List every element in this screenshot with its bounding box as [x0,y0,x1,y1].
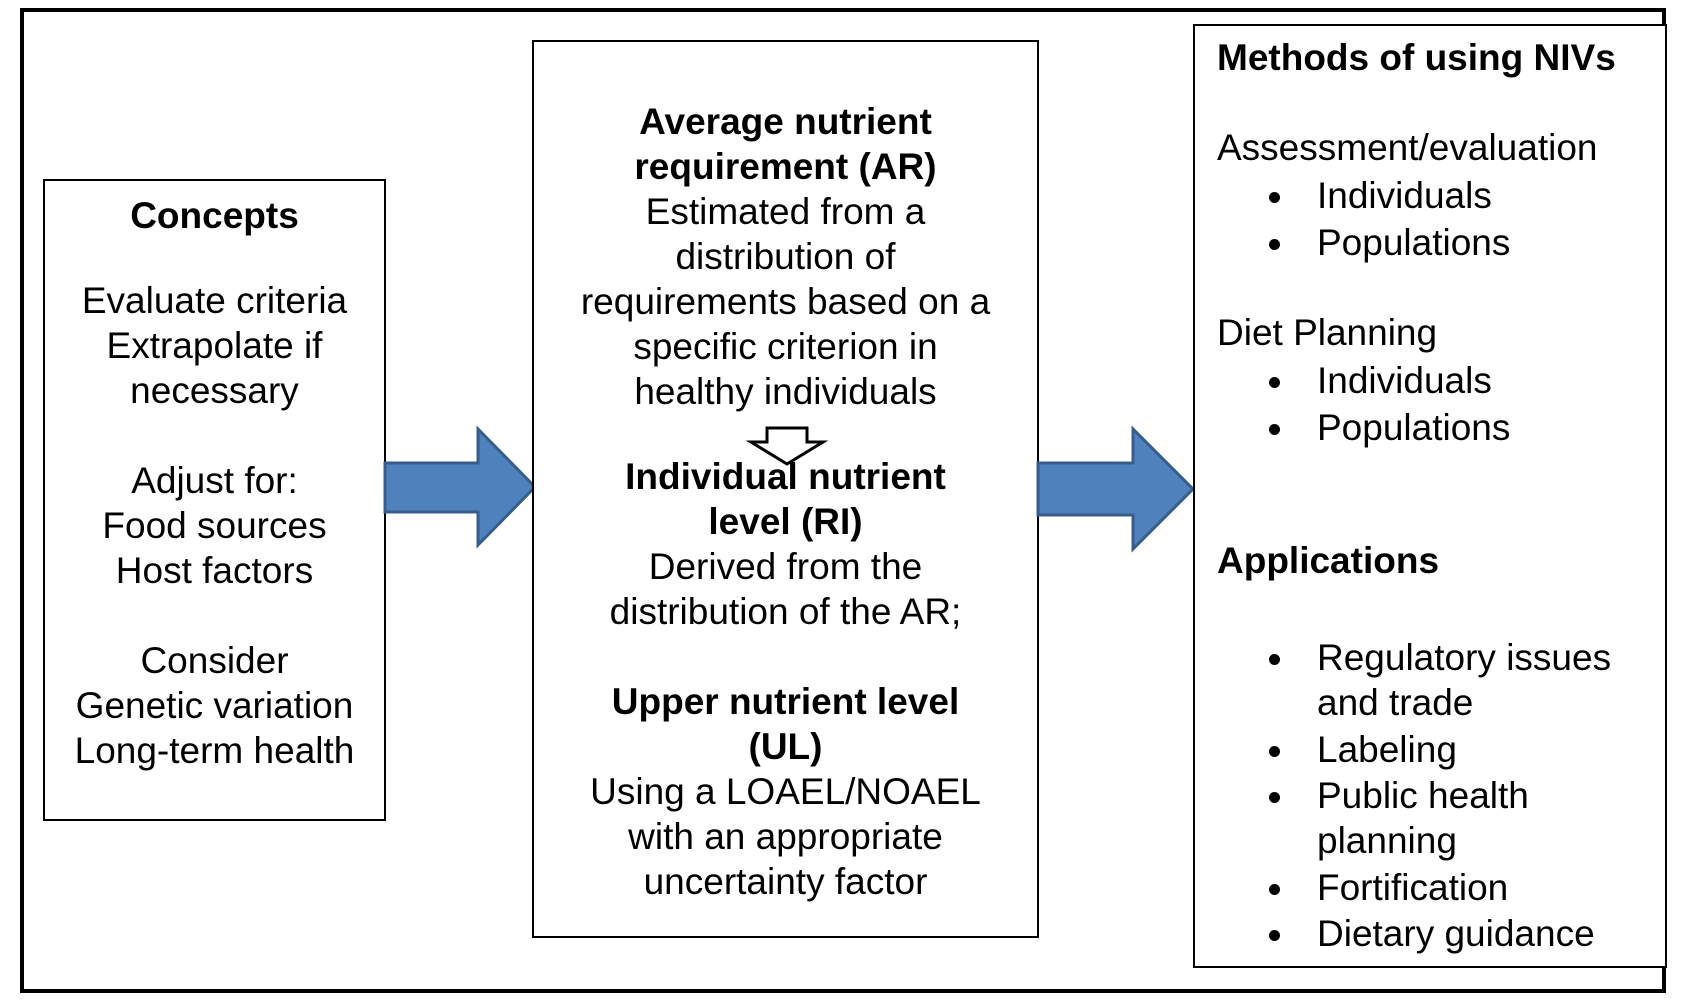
concepts-line: Consider [140,640,289,681]
ar-description: requirements based on a [580,281,991,322]
ul-description: uncertainty factor [643,861,928,902]
list-item-label: planning [1317,820,1457,861]
ar-description: healthy individuals [634,371,937,412]
list-item-label: Fortification [1317,867,1509,908]
concepts-box: Concepts Evaluate criteria Extrapolate i… [43,179,386,821]
concepts-title: Concepts [130,195,299,236]
ul-title: (UL) [748,726,823,767]
concepts-line: Host factors [115,550,314,591]
bullet-icon [1269,192,1280,203]
bullet-icon [1269,792,1280,803]
concepts-line: Evaluate criteria [81,280,348,321]
methods-box: Methods of using NIVs Assessment/evaluat… [1193,24,1667,968]
ar-title: Average nutrient [639,101,932,142]
ar-description: Estimated from a [645,191,926,232]
arrow-down-icon [745,426,829,466]
arrow-right-icon [383,425,538,549]
ar-description: distribution of [675,236,896,277]
ar-description: specific criterion in [633,326,938,367]
bullet-icon [1269,884,1280,895]
ri-title: level (RI) [708,501,863,542]
applications-heading: Applications [1217,540,1440,581]
list-item-label: Regulatory issues [1317,637,1612,678]
ri-description: distribution of the AR; [609,591,962,632]
ul-description: Using a LOAEL/NOAEL [590,771,981,812]
list-item-label: Dietary guidance [1317,913,1595,954]
bullet-icon [1269,377,1280,388]
concepts-line: Adjust for: [131,460,298,501]
bullet-icon [1269,654,1280,665]
nutrient-levels-box: Average nutrient requirement (AR) Estima… [532,40,1039,938]
concepts-line: necessary [130,370,299,411]
ul-description: with an appropriate [628,816,943,857]
concepts-line: Food sources [102,505,327,546]
list-item-label: Public health [1317,775,1529,816]
ri-title: Individual nutrient [625,456,946,497]
arrow-right-icon [1036,425,1196,553]
list-item-label: Populations [1317,407,1511,448]
bullet-icon [1269,424,1280,435]
assessment-heading: Assessment/evaluation [1217,127,1598,168]
list-item-label: Populations [1317,222,1511,263]
list-item-label: Labeling [1317,729,1457,770]
diet-planning-heading: Diet Planning [1217,312,1438,353]
ri-description: Derived from the [648,546,923,587]
list-item-label: Individuals [1317,175,1492,216]
list-item-label: Individuals [1317,360,1492,401]
list-item-label: and trade [1317,682,1474,723]
ul-title: Upper nutrient level [611,681,960,722]
bullet-icon [1269,746,1280,757]
concepts-line: Long-term health [74,730,355,771]
bullet-icon [1269,239,1280,250]
ar-title: requirement (AR) [634,146,937,187]
concepts-line: Extrapolate if [106,325,323,366]
concepts-line: Genetic variation [75,685,354,726]
methods-title: Methods of using NIVs [1217,37,1616,78]
bullet-icon [1269,930,1280,941]
